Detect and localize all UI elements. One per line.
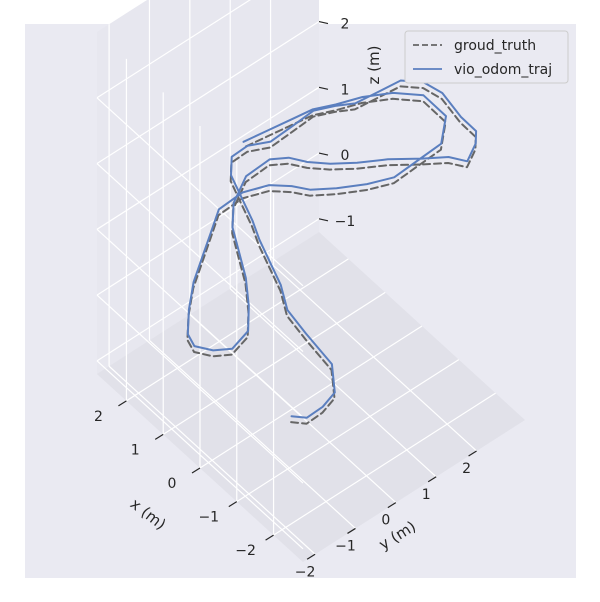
- grid-floor-y: [149, 339, 356, 529]
- y-tick-label: 0: [381, 513, 390, 529]
- grid-left-z: [96, 294, 304, 484]
- z-tick-label: 0: [341, 148, 350, 164]
- y-tick-label: 1: [422, 487, 431, 503]
- grid-left-z: [96, 228, 304, 418]
- z-axis-label: z (m): [365, 46, 383, 85]
- grid-right-z: [96, 21, 320, 165]
- y-tick: [306, 553, 316, 560]
- x-tick-label: −1: [198, 510, 219, 526]
- x-tick-label: −2: [235, 543, 256, 559]
- series-line-vio-odom-traj: [186, 79, 478, 419]
- grid-right-z: [96, 86, 320, 230]
- series-layer: [186, 79, 478, 425]
- x-tick: [265, 534, 274, 541]
- z-tick-label: 1: [341, 82, 350, 98]
- grid-left-z: [96, 360, 304, 550]
- grid-floor-x: [273, 392, 496, 536]
- x-tick: [191, 467, 201, 474]
- y-tick-label: 2: [462, 461, 471, 477]
- legend-label-groud-truth: groud_truth: [454, 38, 536, 54]
- x-tick-label: 0: [168, 476, 177, 492]
- legend-label-vio-odom-traj: vio_odom_traj: [454, 62, 552, 78]
- grid-floor-y: [270, 262, 477, 452]
- grid-left-z: [96, 163, 304, 352]
- x-tick: [154, 433, 164, 440]
- legend-box: [404, 30, 569, 84]
- grid-floor-x: [162, 291, 386, 435]
- x-tick-label: 1: [131, 442, 140, 458]
- x-tick-label: 2: [94, 409, 103, 425]
- grid-floor-x: [236, 359, 460, 503]
- y-tick: [387, 502, 397, 509]
- grid-floor-x: [199, 325, 423, 469]
- y-tick-label: −2: [295, 564, 316, 580]
- z-tick: [318, 20, 329, 25]
- z-tick: [318, 218, 329, 222]
- series-line-groud-truth: [186, 85, 477, 425]
- axis-ticks: [118, 20, 477, 560]
- grid-right-z: [96, 218, 320, 362]
- grid-floor-y: [108, 365, 316, 555]
- grid-floor-x: [126, 258, 349, 402]
- grid-left-z: [96, 97, 304, 287]
- grid-lines: [96, 0, 496, 555]
- x-tick: [228, 501, 238, 508]
- legend: groud_truth vio_odom_traj: [404, 30, 569, 84]
- z-tick-label: 2: [341, 17, 350, 33]
- y-tick: [427, 476, 437, 483]
- grid-right-z: [96, 152, 320, 296]
- grid-right-z: [96, 0, 251, 99]
- y-tick-label: −1: [335, 538, 356, 554]
- z-tick: [318, 86, 329, 90]
- y-tick: [468, 450, 477, 457]
- z-tick: [318, 152, 329, 156]
- z-tick-label: −1: [335, 214, 356, 230]
- y-tick: [347, 527, 356, 534]
- x-tick: [118, 400, 127, 407]
